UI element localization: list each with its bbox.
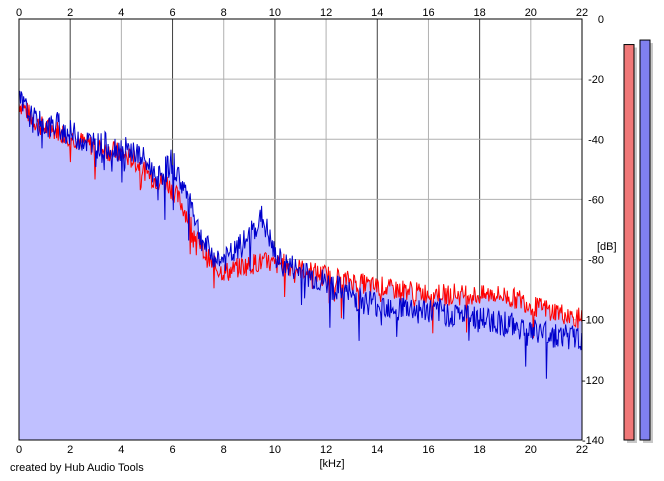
x-tick-label-top: 2 xyxy=(67,7,73,19)
y-tick-labels: 0 -20 -40 -60 -80 -100 -120 -140 xyxy=(582,14,604,447)
spectrum-fill xyxy=(19,90,582,441)
y-tick-label: -40 xyxy=(588,134,604,146)
plot-frame xyxy=(18,18,583,441)
x-tick-label-bottom: 0 xyxy=(16,444,22,456)
x-tick-label-bottom: 14 xyxy=(371,444,383,456)
series-line-2 xyxy=(18,90,583,379)
y-tick-label: -120 xyxy=(582,375,604,387)
x-tick-label-top: 12 xyxy=(320,7,332,19)
y-axis-unit: [dB] xyxy=(597,241,617,253)
x-tick-label-bottom: 12 xyxy=(320,444,332,456)
x-tick-label-top: 16 xyxy=(422,7,434,19)
x-tick-label-top: 20 xyxy=(525,7,537,19)
x-axis-unit: [kHz] xyxy=(319,458,344,470)
x-tick-label-bottom: 4 xyxy=(118,444,124,456)
y-tick-label: -60 xyxy=(588,194,604,206)
series-lines xyxy=(18,90,583,379)
x-tick-label-bottom: 10 xyxy=(269,444,281,456)
x-tick-label-top: 6 xyxy=(169,7,175,19)
y-tick-label: 0 xyxy=(598,14,604,26)
x-tick-label-bottom: 2 xyxy=(67,444,73,456)
level-meters xyxy=(623,39,653,444)
x-tick-label-top: 0 xyxy=(16,7,22,19)
x-tick-label-bottom: 20 xyxy=(525,444,537,456)
x-tick-label-top: 22 xyxy=(576,7,588,19)
x-tick-label-top: 4 xyxy=(118,7,124,19)
level-meter-1 xyxy=(623,44,635,441)
x-tick-label-bottom: 6 xyxy=(169,444,175,456)
x-tick-label-top: 8 xyxy=(221,7,227,19)
y-tick-label: -20 xyxy=(588,74,604,86)
x-tick-label-bottom: 22 xyxy=(576,444,588,456)
x-tick-label-bottom: 16 xyxy=(422,444,434,456)
x-tick-label-top: 10 xyxy=(269,7,281,19)
x-tick-label-bottom: 8 xyxy=(221,444,227,456)
x-tick-label-top: 18 xyxy=(474,7,486,19)
x-tick-label-bottom: 18 xyxy=(474,444,486,456)
level-meter-2 xyxy=(639,39,651,441)
y-tick-label: -140 xyxy=(582,435,604,447)
x-tick-label-top: 14 xyxy=(371,7,383,19)
credit-text: created by Hub Audio Tools xyxy=(10,462,144,474)
y-tick-label: -80 xyxy=(588,255,604,267)
y-tick-label: -100 xyxy=(582,315,604,327)
